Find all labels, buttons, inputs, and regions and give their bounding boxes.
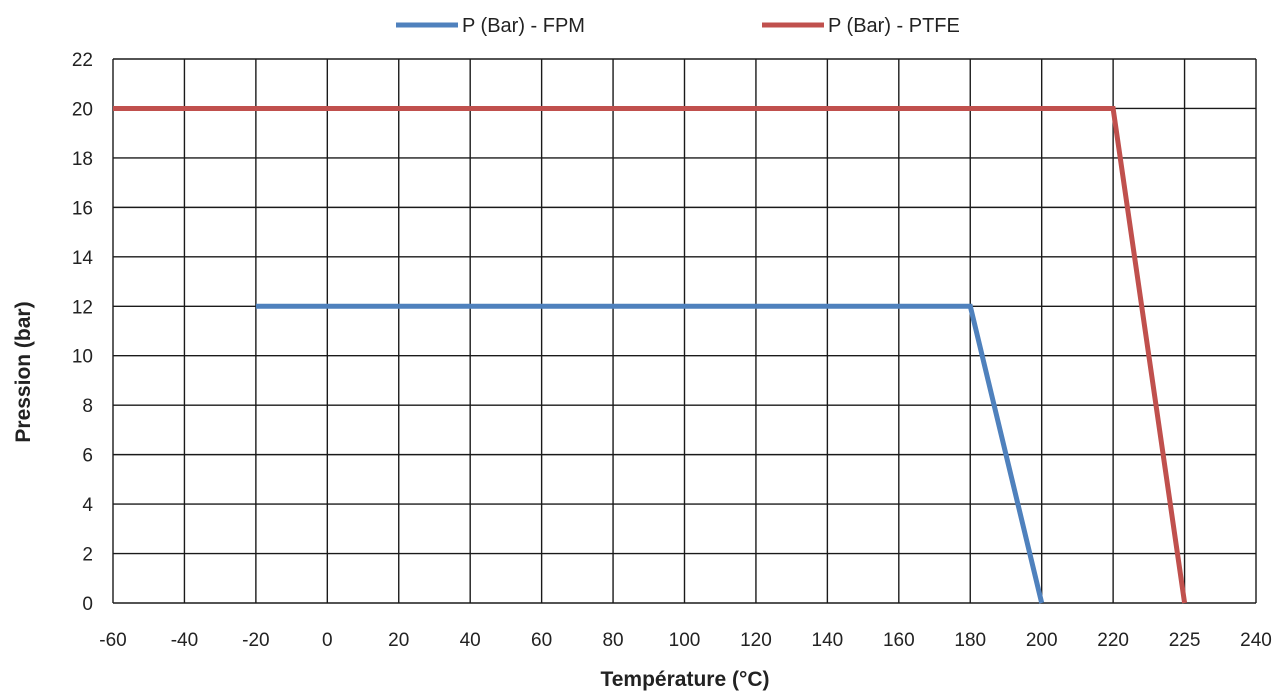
x-tick-label: 240 xyxy=(1240,630,1272,651)
y-tick-label: 14 xyxy=(72,248,94,269)
x-tick-label: 0 xyxy=(322,630,333,651)
x-tick-label: -60 xyxy=(99,630,126,651)
y-tick-label: 20 xyxy=(72,99,93,120)
tick-labels: -60 -40 -20 0 20 40 60 80 100 120 140 160 180 200 220 2… xyxy=(72,50,1272,651)
series-line xyxy=(255,303,1045,604)
x-tick-label: 60 xyxy=(531,630,552,651)
series-line xyxy=(113,106,1188,604)
x-tick-label: 220 xyxy=(1097,630,1129,651)
series-layer xyxy=(113,106,1188,604)
x-tick-label: 160 xyxy=(883,630,915,651)
y-tick-label: 2 xyxy=(82,545,93,566)
x-tick-label: 120 xyxy=(740,630,772,651)
legend-label: P (Bar) - PTFE xyxy=(828,15,960,37)
x-tick-label: -40 xyxy=(171,630,198,651)
y-tick-label: 8 xyxy=(82,396,93,417)
x-tick-label: 80 xyxy=(602,630,623,651)
x-tick-label: 20 xyxy=(388,630,409,651)
x-tick-label: -20 xyxy=(242,630,269,651)
y-tick-label: 16 xyxy=(72,198,93,219)
y-tick-label: 10 xyxy=(72,347,93,368)
legend-label: P (Bar) - FPM xyxy=(462,15,585,37)
x-tick-label: 225 xyxy=(1169,630,1201,651)
x-tick-label: 140 xyxy=(812,630,844,651)
y-tick-label: 0 xyxy=(82,594,93,615)
y-tick-label: 18 xyxy=(72,149,93,170)
y-tick-label: 4 xyxy=(82,495,93,516)
x-tick-label: 180 xyxy=(954,630,986,651)
x-tick-label: 200 xyxy=(1026,630,1058,651)
x-tick-label: 40 xyxy=(460,630,481,651)
x-axis-title: Température (°C) xyxy=(600,668,769,691)
x-tick-label: 100 xyxy=(669,630,701,651)
y-tick-label: 6 xyxy=(82,446,93,467)
y-tick-label: 22 xyxy=(72,50,93,71)
legend: P (Bar) - FPM P (Bar) - PTFE xyxy=(396,15,960,37)
grid xyxy=(112,58,1257,604)
y-axis-title: Pression (bar) xyxy=(12,301,35,442)
y-tick-label: 12 xyxy=(72,297,93,318)
